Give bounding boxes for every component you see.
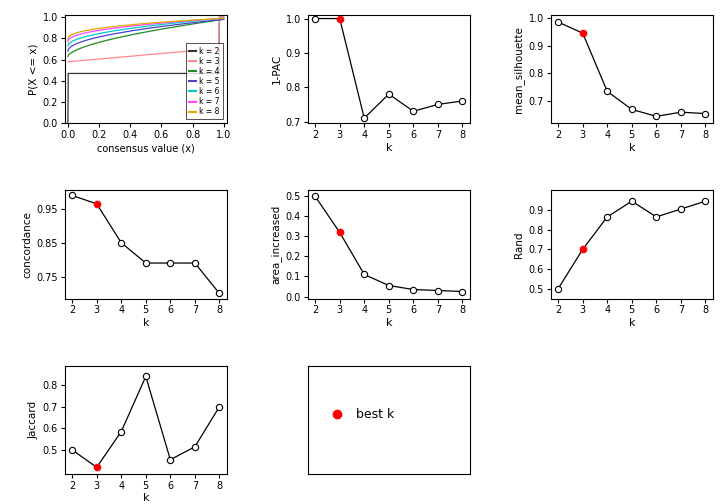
Text: best k: best k: [356, 408, 395, 421]
Y-axis label: area_increased: area_increased: [271, 205, 282, 284]
X-axis label: k: k: [143, 493, 149, 503]
X-axis label: k: k: [629, 143, 635, 153]
X-axis label: k: k: [385, 318, 392, 328]
X-axis label: k: k: [629, 318, 635, 328]
Y-axis label: Rand: Rand: [514, 231, 524, 258]
Y-axis label: P(X <= x): P(X <= x): [28, 43, 38, 95]
Y-axis label: concordance: concordance: [22, 211, 32, 278]
X-axis label: k: k: [143, 318, 149, 328]
X-axis label: k: k: [385, 143, 392, 153]
Y-axis label: 1-PAC: 1-PAC: [271, 54, 282, 84]
Y-axis label: Jaccard: Jaccard: [28, 401, 38, 439]
Legend: k = 2, k = 3, k = 4, k = 5, k = 6, k = 7, k = 8: k = 2, k = 3, k = 4, k = 5, k = 6, k = 7…: [186, 43, 223, 119]
X-axis label: consensus value (x): consensus value (x): [97, 143, 194, 153]
Y-axis label: mean_silhouette: mean_silhouette: [513, 26, 524, 112]
